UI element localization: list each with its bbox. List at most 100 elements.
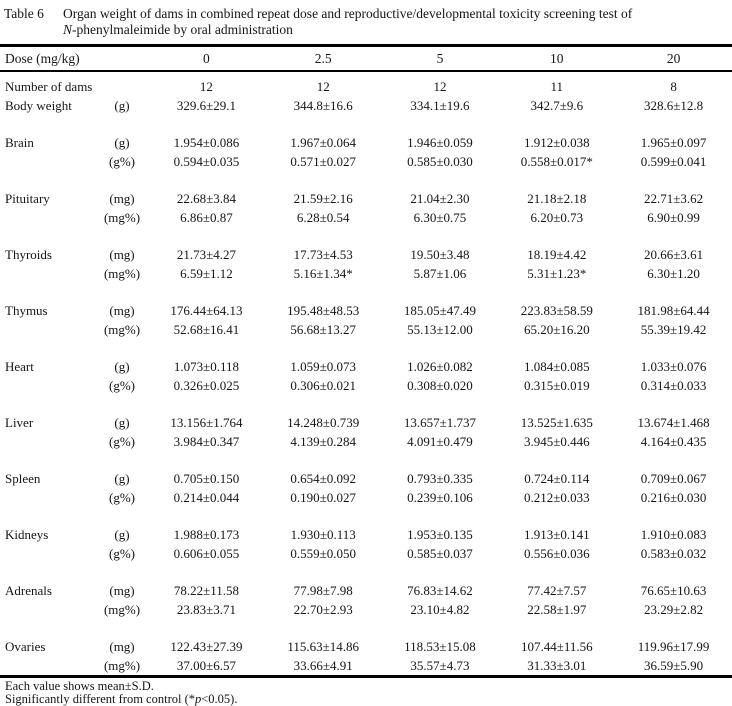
row-value: 1.953±0.135	[407, 527, 473, 542]
row-unit: (mg)	[109, 583, 135, 598]
row-value: 122.43±27.39	[170, 639, 243, 654]
row-label	[0, 432, 96, 451]
row-value: 0.216±0.030	[640, 490, 707, 505]
row-value: 13.657±1.737	[403, 415, 477, 430]
row-value: 0.709±0.067	[640, 471, 707, 486]
row-value: 1.946±0.059	[407, 135, 473, 150]
row-value: 22.70±2.93	[293, 602, 353, 617]
row-label	[0, 656, 96, 675]
row-value: 0.326±0.025	[173, 378, 240, 393]
bottom-rule	[0, 675, 732, 678]
row-value: 0.585±0.030	[407, 154, 473, 169]
row-value: 17.73±4.53	[293, 247, 353, 262]
table-row: Kidneys (g) 1.988±0.173 1.930±0.113 1.953±0.…	[0, 525, 732, 544]
row-unit: (g)	[114, 527, 130, 542]
row-value: 1.033±0.076	[640, 359, 707, 374]
table-row: Adrenals (mg) 78.22±11.58 77.98±7.98 76.83±1…	[0, 581, 732, 600]
row-value: 76.65±10.63	[640, 583, 707, 598]
row-value: 76.83±14.62	[407, 583, 473, 598]
row-unit: (g%)	[109, 434, 135, 449]
row-value: 55.39±19.42	[640, 322, 707, 337]
row-unit: (mg%)	[103, 602, 141, 617]
footnote-mean-sd: Each value shows mean±S.D.	[5, 679, 154, 693]
row-label	[0, 600, 96, 619]
row-label	[0, 544, 96, 563]
row-value: 6.90±0.99	[647, 210, 700, 225]
row-value: 14.248±0.739	[287, 415, 360, 430]
row-value: 1.910±0.083	[640, 527, 707, 542]
row-label: Thymus	[5, 303, 48, 318]
row-label: Spleen	[5, 471, 41, 486]
row-value: 0.314±0.033	[640, 378, 707, 393]
row-value: 35.57±4.73	[410, 658, 470, 673]
row-value: 1.965±0.097	[640, 135, 707, 150]
row-value: 0.594±0.035	[173, 154, 240, 169]
table-row: (mg%) 23.83±3.71 22.70±2.93 23.10±4.82 22.58…	[0, 600, 732, 619]
table-row: (mg%) 37.00±6.57 33.66±4.91 35.57±4.73 31.33…	[0, 656, 732, 675]
row-value: 1.954±0.086	[173, 135, 240, 150]
row-value: 23.10±4.82	[410, 602, 470, 617]
row-value: 23.29±2.82	[644, 602, 704, 617]
table-row: Brain (g) 1.954±0.086 1.967±0.064 1.946±0.05…	[0, 133, 732, 152]
table-row: (g%) 0.326±0.025 0.306±0.021 0.308±0.020 0.3…	[0, 376, 732, 395]
row-label	[0, 320, 96, 339]
header-rule	[0, 70, 732, 72]
row-value: 4.139±0.284	[290, 434, 357, 449]
row-unit: (mg)	[109, 639, 135, 654]
row-value: 1.913±0.141	[523, 527, 590, 542]
row-value: 31.33±3.01	[527, 658, 587, 673]
top-rule	[0, 44, 732, 47]
row-label: Kidneys	[5, 527, 49, 542]
row-label: Number of dams	[5, 79, 93, 94]
row-value: 6.30±0.75	[413, 210, 467, 225]
row-unit: (g)	[114, 98, 130, 113]
row-value: 0.571±0.027	[290, 154, 357, 169]
row-value: 0.315±0.019	[523, 378, 590, 393]
row-value: 21.59±2.16	[293, 191, 353, 206]
row-value: 8	[670, 79, 677, 94]
row-value: 0.212±0.033	[523, 490, 590, 505]
table-row: (mg%) 52.68±16.41 56.68±13.27 55.13±12.00 65…	[0, 320, 732, 339]
row-value: 6.86±0.87	[180, 210, 233, 225]
row-value: 56.68±13.27	[290, 322, 357, 337]
row-value: 13.525±1.635	[520, 415, 593, 430]
row-label: Ovaries	[5, 639, 46, 654]
row-value: 23.83±3.71	[176, 602, 236, 617]
row-value: 22.58±1.97	[527, 602, 587, 617]
row-label: Pituitary	[5, 191, 50, 206]
row-value: 21.18±2.18	[527, 191, 587, 206]
dose-value: 20	[666, 50, 681, 66]
row-value: 0.306±0.021	[290, 378, 357, 393]
row-value: 1.988±0.173	[173, 527, 240, 542]
row-value: 107.44±11.56	[520, 639, 593, 654]
row-label: Adrenals	[5, 583, 52, 598]
row-value: 0.606±0.055	[173, 546, 240, 561]
row-value: 65.20±16.20	[523, 322, 590, 337]
row-value: 13.156±1.764	[170, 415, 243, 430]
row-value: 1.912±0.038	[523, 135, 590, 150]
table-row: Number of dams 12 12 12 11 8	[0, 77, 732, 96]
row-unit: (g%)	[109, 546, 135, 561]
row-value: 1.084±0.085	[523, 359, 590, 374]
table-row: (mg%) 6.86±0.87 6.28±0.54 6.30±0.75 6.20±0.7…	[0, 208, 732, 227]
row-value: 18.19±4.42	[527, 247, 587, 262]
row-value: 5.16±1.34*	[293, 266, 353, 281]
row-value: 0.214±0.044	[173, 490, 240, 505]
row-unit: (mg)	[109, 247, 135, 262]
row-value: 195.48±48.53	[287, 303, 360, 318]
table-row: (g%) 0.594±0.035 0.571±0.027 0.585±0.030 0.5…	[0, 152, 732, 171]
row-value: 1.073±0.118	[173, 359, 239, 374]
dose-header-label: Dose (mg/kg)	[5, 50, 80, 66]
row-value: 0.190±0.027	[290, 490, 357, 505]
row-value: 6.59±1.12	[180, 266, 233, 281]
row-label: Heart	[5, 359, 34, 374]
row-unit: (mg)	[109, 191, 135, 206]
row-label: Thyroids	[5, 247, 52, 262]
table-row: Body weight (g) 329.6±29.1 344.8±16.6 334.1±…	[0, 96, 732, 115]
caption-line2: -phenylmaleimide by oral administration	[72, 22, 293, 37]
row-value: 21.73±4.27	[176, 247, 236, 262]
row-unit	[96, 77, 148, 96]
footnotes: Each value shows mean±S.D. Significantly…	[0, 678, 732, 706]
row-value: 344.8±16.6	[293, 98, 353, 113]
row-value: 5.31±1.23*	[527, 266, 587, 281]
